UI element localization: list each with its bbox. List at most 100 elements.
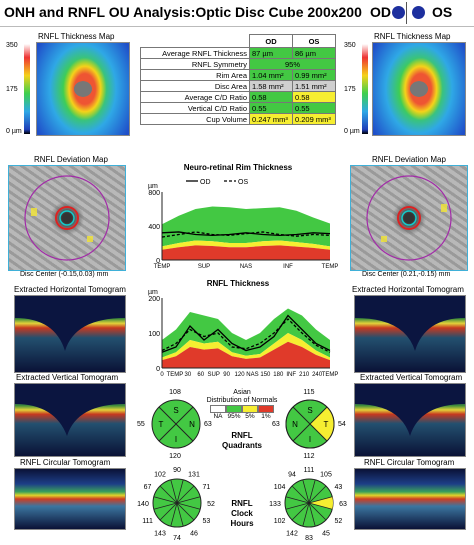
os-clock-value: 133 xyxy=(269,501,281,508)
od-clock-divider xyxy=(176,502,184,527)
od-clock-value: 74 xyxy=(173,535,181,542)
row-label: Average RNFL Thickness xyxy=(140,47,250,59)
normal-band xyxy=(162,206,330,247)
legend-label-1: 1% xyxy=(261,413,271,420)
y-tick-label: 200 xyxy=(148,296,160,303)
os-quadrant-chart: S N I T xyxy=(285,399,335,449)
os-thickness-map-title: RNFL Thickness Map xyxy=(374,32,451,41)
x-tick-label: 180 xyxy=(273,372,284,378)
row-label: Average C/D Ratio xyxy=(140,91,250,103)
cell-od: 1.04 mm² xyxy=(249,69,293,81)
os-clock-divider xyxy=(285,502,310,510)
os-disc-margin xyxy=(397,206,421,230)
os-deviation-patch xyxy=(381,236,387,242)
quadrants-subtitle: Quadrants xyxy=(221,441,262,450)
os-quad-bottom: 112 xyxy=(303,453,315,460)
y-tick-label: 100 xyxy=(148,331,160,338)
os-clock-value: 105 xyxy=(320,472,332,479)
od-clock-divider xyxy=(170,479,178,504)
chart-ylabel: µm xyxy=(148,183,158,190)
os-quad-letter-s: S xyxy=(307,406,312,415)
od-thickness-map-image xyxy=(36,42,130,136)
col-os: OS xyxy=(292,34,336,48)
x-tick-label: 240 xyxy=(312,372,323,378)
cell-od: 0.247 mm³ xyxy=(249,113,293,125)
os-circular-tomogram xyxy=(354,468,466,530)
os-clock-value: 111 xyxy=(304,467,315,474)
x-tick-label: 30 xyxy=(185,372,192,378)
od-quad-right: 63 xyxy=(204,421,212,428)
od-clock-value: 102 xyxy=(154,472,166,479)
table-row: Vertical C/D Ratio 0.55 0.55 xyxy=(140,102,336,114)
legend-swatch-5 xyxy=(242,405,258,413)
od-deviation-map-image xyxy=(8,165,126,271)
cell-od: 0.55 xyxy=(249,102,293,114)
cell-os: 0.99 mm² xyxy=(292,69,336,81)
od-clock-divider xyxy=(176,496,201,504)
rim-thickness-chart: Neuro-retinal Rim Thicknessµm8004000TEMP… xyxy=(148,163,338,270)
os-vertical-tomogram-title: Extracted Vertical Tomogram xyxy=(360,373,463,382)
legend-swatch-95 xyxy=(226,405,242,413)
od-deviation-map-title: RNFL Deviation Map xyxy=(34,155,108,164)
outside-normal-band xyxy=(162,341,330,368)
clock-subtitle: Clock xyxy=(231,509,253,518)
legend-distribution: Distribution of Normals xyxy=(206,397,278,404)
od-clock-divider xyxy=(176,485,195,504)
od-h-cup-shape xyxy=(15,296,125,351)
os-h-cup-shape xyxy=(355,296,465,351)
od-horizontal-tomogram-cup xyxy=(15,296,125,351)
os-quad-letter-t: T xyxy=(324,420,329,429)
x-tick-label: 120 xyxy=(235,372,246,378)
y-tick-label: 0 xyxy=(156,258,160,265)
x-tick-label: SUP xyxy=(198,264,210,270)
od-clock-divider xyxy=(176,479,184,504)
od-disc-center: Disc Center (-0.15,0.03) mm xyxy=(20,271,109,278)
od-clock-value: 46 xyxy=(190,530,198,537)
od-clock-value: 131 xyxy=(188,472,200,479)
os-clock-divider xyxy=(308,502,327,521)
od-quad-letter-t: T xyxy=(159,420,164,429)
x-tick-label: 90 xyxy=(223,372,230,378)
quadrants-title: RNFL xyxy=(231,431,253,440)
legend-swatch-na xyxy=(210,405,226,413)
os-horizontal-tomogram-cup xyxy=(355,296,465,351)
chart-title: RNFL Thickness xyxy=(207,279,270,288)
od-scale-mid: 175 xyxy=(6,86,18,93)
table-row: Average C/D Ratio 0.58 0.58 xyxy=(140,91,336,103)
os-clock-divider xyxy=(308,485,327,504)
od-circular-tomogram xyxy=(14,468,126,530)
od-v-cup-shape xyxy=(15,384,125,436)
legend-label-95: 95% xyxy=(227,413,241,420)
os-scale-top: 350 xyxy=(344,42,356,49)
od-quad-top: 108 xyxy=(169,389,181,396)
od-cup-margin xyxy=(59,210,75,226)
od-horizontal-tomogram xyxy=(14,295,126,373)
os-quad-top: 115 xyxy=(303,389,315,396)
cell-od: 1.58 mm² xyxy=(249,80,293,92)
od-clock-value: 111 xyxy=(142,518,153,525)
od-clock-divider xyxy=(170,502,178,527)
distribution-legend xyxy=(210,405,274,413)
os-deviation-map-title: RNFL Deviation Map xyxy=(372,155,446,164)
os-clock-value: 102 xyxy=(274,518,286,525)
os-vertical-tomogram-cup xyxy=(355,384,465,436)
x-tick-label: TEMP xyxy=(154,264,171,270)
os-scale-mid: 175 xyxy=(344,86,356,93)
od-clock-divider xyxy=(159,485,178,504)
chart-ylabel: µm xyxy=(148,289,158,296)
legend-label-5: 5% xyxy=(245,413,255,420)
legend-label-od: OD xyxy=(200,179,211,186)
od-clock-divider xyxy=(159,502,178,521)
header-divider xyxy=(406,2,407,24)
os-deviation-patch xyxy=(441,204,447,212)
x-tick-label: 0 xyxy=(160,372,164,378)
os-clock-divider xyxy=(308,502,333,510)
os-scan-circle xyxy=(366,175,452,261)
od-colorscale-bar xyxy=(24,44,30,134)
row-label: Rim Area xyxy=(140,69,250,81)
clock-subtitle2: Hours xyxy=(230,519,254,528)
table-row: RNFL Symmetry 95% xyxy=(140,58,336,70)
x-tick-label: TEMP xyxy=(322,264,338,270)
os-deviation-map-image xyxy=(350,165,468,271)
od-vertical-tomogram-title: Extracted Vertical Tomogram xyxy=(16,373,119,382)
